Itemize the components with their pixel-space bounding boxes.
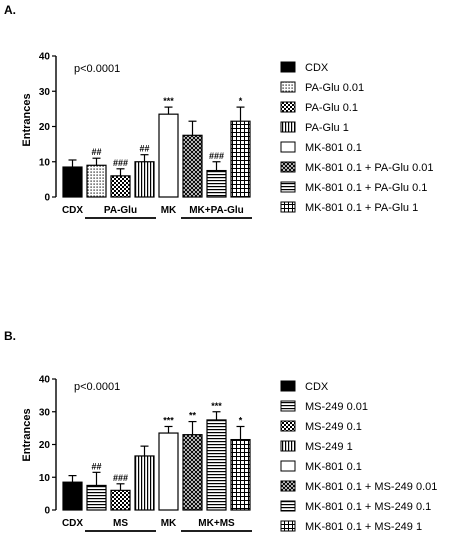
significance-mark: ###	[113, 158, 128, 168]
significance-mark: ***	[211, 401, 222, 411]
bar	[206, 169, 227, 198]
bar	[158, 432, 179, 511]
legend: CDX MS-249 0.01 MS-249 0.1 MS-249 1 MK-801 0…	[280, 380, 437, 533]
significance-mark: ###	[209, 151, 224, 161]
y-tick-label: 10	[39, 473, 51, 484]
bar	[182, 134, 203, 198]
legend-label: MK-801 0.1 + PA-Glu 1	[305, 202, 418, 214]
legend-label: CDX	[305, 381, 329, 393]
bar	[62, 166, 83, 198]
legend-label: MS-249 1	[305, 441, 353, 453]
legend-label: PA-Glu 0.1	[305, 102, 358, 114]
significance-marks: #######***###*	[91, 96, 242, 168]
legend-label: MK-801 0.1	[305, 142, 362, 154]
bar	[86, 484, 107, 511]
bar	[230, 438, 251, 511]
y-tick-label: 0	[44, 193, 50, 204]
panel-label: B.	[4, 329, 16, 343]
group-labels: CDX PA-Glu MK MK+PA-Glu	[62, 205, 252, 219]
legend-swatch	[280, 121, 296, 133]
bar	[86, 164, 107, 198]
y-tick-label: 40	[39, 52, 51, 63]
bar-series	[62, 113, 251, 198]
significance-mark: **	[189, 411, 197, 421]
group-label: PA-Glu	[104, 205, 137, 216]
legend-swatch	[280, 420, 296, 432]
legend-swatch	[280, 201, 296, 213]
panel-label: A.	[4, 3, 16, 17]
error-bars	[68, 411, 245, 491]
legend-label: MK-801 0.1 + MS-249 0.1	[305, 501, 431, 513]
significance-mark: ***	[163, 415, 174, 425]
y-tick-label: 30	[39, 407, 51, 418]
y-axis-label: Entrances	[21, 408, 33, 461]
significance-mark: ##	[139, 144, 149, 154]
y-axis: 0 10 20 30 40	[39, 375, 57, 517]
legend-label: PA-Glu 0.01	[305, 82, 364, 94]
legend-swatch	[280, 161, 296, 173]
legend-swatch	[280, 480, 296, 492]
y-tick-label: 20	[39, 122, 51, 133]
group-label: MK+PA-Glu	[189, 205, 244, 216]
significance-mark: ***	[163, 96, 174, 106]
legend-label: MS-249 0.1	[305, 421, 362, 433]
legend-swatch	[280, 141, 296, 153]
legend-swatch	[280, 440, 296, 452]
bar	[206, 419, 227, 511]
bar	[230, 120, 251, 198]
legend-label: MK-801 0.1 + PA-Glu 0.01	[305, 162, 434, 174]
group-label: MS	[113, 518, 128, 529]
legend-label: MK-801 0.1 + PA-Glu 0.1	[305, 182, 427, 194]
legend-label: MK-801 0.1 + MS-249 1	[305, 521, 422, 533]
group-labels: CDX MS MK MK+MS	[62, 518, 252, 532]
legend-swatch	[280, 81, 296, 93]
legend: CDX PA-Glu 0.01 PA-Glu 0.1 PA-Glu 1 MK-801 0…	[280, 61, 434, 214]
y-tick-label: 20	[39, 440, 51, 451]
legend-label: PA-Glu 1	[305, 122, 349, 134]
bar	[110, 489, 131, 511]
y-tick-label: 0	[44, 506, 50, 517]
legend-label: MS-249 0.01	[305, 401, 368, 413]
error-bars	[68, 106, 245, 176]
legend-label: CDX	[305, 62, 329, 74]
legend-swatch	[280, 520, 296, 532]
legend-label: MK-801 0.1	[305, 461, 362, 473]
p-value-text: p<0.0001	[74, 63, 120, 75]
y-tick-label: 30	[39, 87, 51, 98]
bar	[158, 113, 179, 198]
significance-mark: *	[239, 96, 243, 106]
legend-label: MK-801 0.1 + MS-249 0.01	[305, 481, 437, 493]
group-label: CDX	[62, 205, 83, 216]
legend-swatch	[280, 400, 296, 412]
group-label: MK	[161, 205, 177, 216]
legend-swatch	[280, 181, 296, 193]
group-label: CDX	[62, 518, 83, 529]
significance-mark: ##	[91, 147, 101, 157]
bar	[110, 175, 131, 198]
y-axis-label: Entrances	[21, 93, 33, 146]
bar	[182, 434, 203, 511]
significance-mark: ##	[91, 461, 101, 471]
legend-swatch	[280, 500, 296, 512]
legend-swatch	[280, 380, 296, 392]
group-label: MK	[161, 518, 177, 529]
p-value-text: p<0.0001	[74, 381, 120, 393]
legend-swatch	[280, 61, 296, 73]
group-label: MK+MS	[198, 518, 235, 529]
legend-swatch	[280, 460, 296, 472]
bar	[134, 161, 155, 198]
y-axis: 0 10 20 30 40	[39, 52, 57, 204]
y-tick-label: 40	[39, 375, 51, 386]
bar	[134, 455, 155, 511]
y-tick-label: 10	[39, 157, 51, 168]
bar-series	[62, 419, 251, 511]
significance-marks: #####*** ******	[91, 401, 242, 483]
significance-mark: ###	[113, 473, 128, 483]
legend-swatch	[280, 101, 296, 113]
significance-mark: *	[239, 415, 243, 425]
bar	[62, 481, 83, 511]
